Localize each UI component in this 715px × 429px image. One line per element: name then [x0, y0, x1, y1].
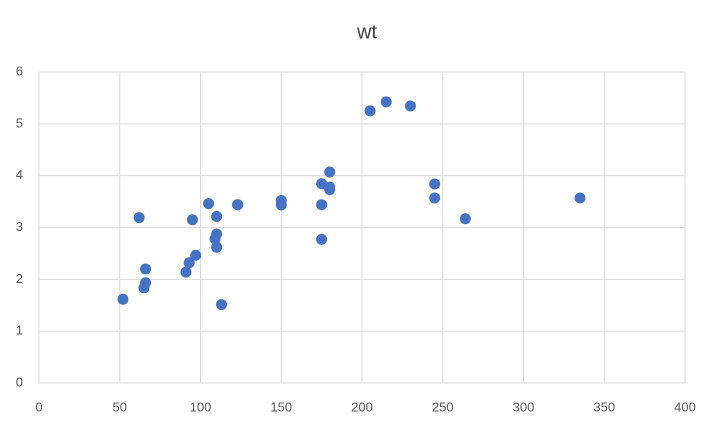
point: [211, 210, 223, 222]
x-tick-label: 100: [190, 399, 212, 414]
point: [324, 166, 336, 178]
point: [215, 299, 227, 311]
chart-title: wt: [356, 21, 377, 43]
x-tick-label: 400: [674, 399, 696, 414]
y-tick-label: 6: [16, 63, 23, 78]
x-tick-label: 200: [351, 399, 373, 414]
y-tick-label: 3: [16, 219, 23, 234]
point: [133, 212, 145, 224]
point: [203, 198, 215, 210]
y-tick-label: 0: [16, 374, 23, 389]
x-tick-label: 0: [35, 399, 42, 414]
y-tick-label: 1: [16, 323, 23, 338]
x-tick-label: 50: [113, 399, 127, 414]
y-tick-label: 5: [16, 115, 23, 130]
point: [190, 249, 202, 261]
point: [117, 293, 129, 305]
point: [574, 192, 586, 204]
x-tick-label: 350: [593, 399, 615, 414]
x-tick-label: 300: [513, 399, 535, 414]
point: [140, 277, 152, 289]
y-tick-label: 2: [16, 271, 23, 286]
point: [316, 199, 328, 211]
point: [459, 213, 471, 225]
point: [186, 214, 198, 226]
point: [364, 105, 376, 117]
point: [232, 199, 244, 211]
x-tick-label: 150: [270, 399, 292, 414]
point: [316, 233, 328, 245]
point: [180, 266, 192, 278]
point: [429, 192, 441, 204]
point: [404, 100, 416, 112]
point: [380, 96, 392, 108]
point: [209, 233, 221, 245]
point: [183, 257, 195, 269]
y-tick-label: 4: [16, 167, 23, 182]
point: [140, 263, 152, 275]
point: [275, 199, 287, 211]
point: [211, 241, 223, 253]
point: [429, 178, 441, 190]
x-tick-label: 250: [432, 399, 454, 414]
point: [316, 178, 328, 190]
